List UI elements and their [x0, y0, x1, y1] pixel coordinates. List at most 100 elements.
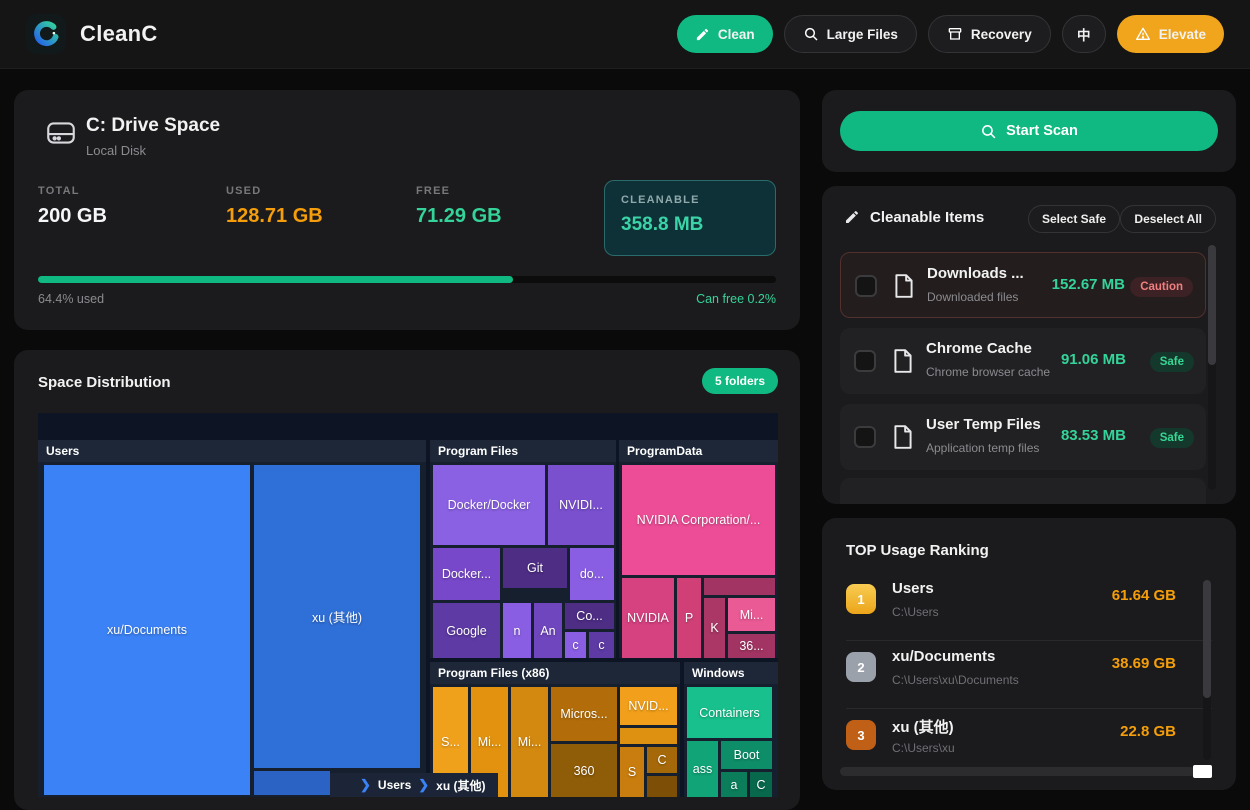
divider — [846, 708, 1212, 709]
app-title: CleanC — [80, 21, 158, 46]
stat-total: TOTAL 200 GB — [38, 185, 107, 227]
treemap-group-label: Program Files (x86) — [430, 662, 680, 684]
treemap-cell[interactable]: do... — [570, 548, 614, 600]
ranking-row-users[interactable]: 1 Users C:\Users 61.64 GB — [846, 578, 1212, 630]
file-icon — [892, 348, 914, 374]
ranking-row-xu-other[interactable]: 3 xu (其他) C:\Users\xu 22.8 GB — [846, 714, 1212, 766]
treemap-cell[interactable]: Co... — [565, 603, 614, 629]
treemap-cell[interactable]: Mi... — [728, 598, 775, 631]
large-files-button[interactable]: Large Files — [783, 15, 917, 53]
start-scan-button[interactable]: Start Scan — [840, 111, 1218, 151]
treemap-cell[interactable]: 36... — [728, 634, 775, 658]
cleanable-item-chrome-cache[interactable]: Chrome Cache Chrome browser cache 91.06 … — [840, 328, 1206, 394]
ranking-horizontal-scrollbar-thumb[interactable] — [1193, 765, 1212, 778]
treemap-cell[interactable]: An — [534, 603, 562, 658]
rank-badge: 2 — [846, 652, 876, 682]
treemap-group-label: Windows — [684, 662, 778, 684]
can-free-text: Can free 0.2% — [696, 292, 776, 306]
stat-total-value: 200 GB — [38, 205, 107, 227]
deselect-all-button[interactable]: Deselect All — [1120, 205, 1216, 233]
treemap-cell[interactable]: Docker/Docker — [433, 465, 545, 545]
treemap-group-label: Program Files — [430, 440, 616, 462]
cleanable-scrollbar-thumb[interactable] — [1208, 245, 1216, 365]
treemap-cell[interactable]: Containers — [687, 687, 772, 738]
breadcrumb-item-xu[interactable]: xu (其他) — [436, 778, 486, 793]
treemap-cell[interactable]: S — [620, 747, 644, 797]
treemap-cell[interactable] — [704, 578, 775, 595]
cleanable-item-partial[interactable] — [840, 478, 1206, 504]
top-usage-ranking-card: TOP Usage Ranking 1 Users C:\Users 61.64… — [822, 518, 1236, 790]
stat-free-value: 71.29 GB — [416, 205, 502, 227]
drive-subtitle: Local Disk — [86, 143, 146, 158]
treemap-cell[interactable]: NVID... — [620, 687, 677, 725]
treemap-cell[interactable] — [254, 771, 330, 795]
treemap-cell[interactable]: xu/Documents — [44, 465, 250, 795]
treemap-cell[interactable] — [620, 728, 677, 744]
treemap-cell[interactable]: a — [721, 772, 747, 797]
item-size: 152.67 MB — [1051, 276, 1125, 293]
language-toggle-button[interactable]: 中 — [1061, 15, 1106, 53]
item-name: Chrome Cache — [926, 340, 1032, 357]
treemap-cell[interactable]: Boot — [721, 741, 772, 769]
rank-size: 38.69 GB — [1111, 655, 1176, 672]
breadcrumb-item-users[interactable]: Users — [377, 778, 412, 792]
chevron-right-icon: ❯ — [418, 777, 430, 792]
rank-size: 22.8 GB — [1120, 723, 1176, 740]
treemap-cell[interactable]: ass — [687, 741, 718, 797]
stat-free: FREE 71.29 GB — [416, 185, 502, 227]
cleanable-item-downloads[interactable]: Downloads ... Downloaded files 152.67 MB… — [840, 252, 1206, 318]
recovery-button[interactable]: Recovery — [927, 15, 1051, 53]
treemap-breadcrumb: ❯ Users ❯ xu (其他) — [330, 773, 498, 797]
checkbox[interactable] — [854, 350, 876, 372]
treemap[interactable]: Users Program Files ProgramData Program Fil… — [38, 413, 778, 797]
treemap-cell[interactable]: Google — [433, 603, 500, 658]
ranking-horizontal-scrollbar[interactable] — [840, 767, 1195, 776]
treemap-cell[interactable]: xu (其他) — [254, 465, 420, 768]
treemap-cell[interactable]: K — [704, 598, 725, 658]
treemap-cell[interactable]: Git — [503, 548, 567, 588]
checkbox[interactable] — [855, 275, 877, 297]
drive-space-card: C: Drive Space Local Disk TOTAL 200 GB U… — [14, 90, 800, 330]
space-distribution-card: Space Distribution 5 folders Users Progra… — [14, 350, 800, 810]
elevate-button[interactable]: Elevate — [1116, 15, 1224, 53]
rank-path: C:\Users — [892, 605, 939, 619]
app-logo — [26, 14, 66, 54]
distribution-title: Space Distribution — [38, 374, 171, 391]
treemap-cell[interactable]: C — [647, 747, 677, 773]
search-icon — [804, 27, 818, 41]
ranking-title: TOP Usage Ranking — [846, 542, 989, 559]
checkbox[interactable] — [854, 426, 876, 448]
item-desc: Downloaded files — [927, 290, 1019, 304]
select-safe-button[interactable]: Select Safe — [1027, 205, 1120, 233]
treemap-cell[interactable]: NVIDIA — [622, 578, 674, 658]
treemap-cell[interactable] — [647, 776, 677, 797]
rank-path: C:\Users\xu — [892, 741, 955, 755]
item-name: User Temp Files — [926, 416, 1041, 433]
treemap-cell[interactable]: NVIDIA Corporation/... — [622, 465, 775, 575]
cleanable-items-title: Cleanable Items — [870, 209, 985, 226]
risk-badge: Safe — [1149, 352, 1194, 372]
ranking-row-xu-documents[interactable]: 2 xu/Documents C:\Users\xu\Documents 38.… — [846, 646, 1212, 698]
treemap-cell[interactable]: Micros... — [551, 687, 617, 741]
cleanable-scrollbar[interactable] — [1208, 245, 1216, 490]
treemap-cell[interactable]: C — [750, 772, 772, 797]
treemap-cell[interactable]: c — [565, 632, 586, 658]
treemap-cell[interactable]: Docker... — [433, 548, 500, 600]
item-desc: Chrome browser cache — [926, 365, 1051, 379]
ranking-scrollbar-thumb[interactable] — [1203, 580, 1211, 698]
cleanable-stat-box: CLEANABLE 358.8 MB — [604, 180, 776, 256]
treemap-cell[interactable]: 360 — [551, 744, 617, 797]
treemap-cell[interactable]: c — [589, 632, 614, 658]
treemap-cell[interactable]: Mi... — [511, 687, 548, 797]
treemap-cell[interactable]: n — [503, 603, 531, 658]
hard-drive-icon — [44, 116, 78, 150]
treemap-cell[interactable]: NVIDI... — [548, 465, 614, 545]
risk-badge: Safe — [1149, 428, 1194, 448]
recovery-box-icon — [948, 28, 962, 40]
folders-count-badge: 5 folders — [701, 368, 778, 394]
clean-button[interactable]: Clean — [676, 15, 773, 53]
ranking-vertical-scrollbar[interactable] — [1203, 580, 1211, 760]
cleanable-item-user-temp[interactable]: User Temp Files Application temp files 8… — [840, 404, 1206, 470]
treemap-cell[interactable]: P — [677, 578, 701, 658]
stat-used-value: 128.71 GB — [226, 205, 323, 227]
